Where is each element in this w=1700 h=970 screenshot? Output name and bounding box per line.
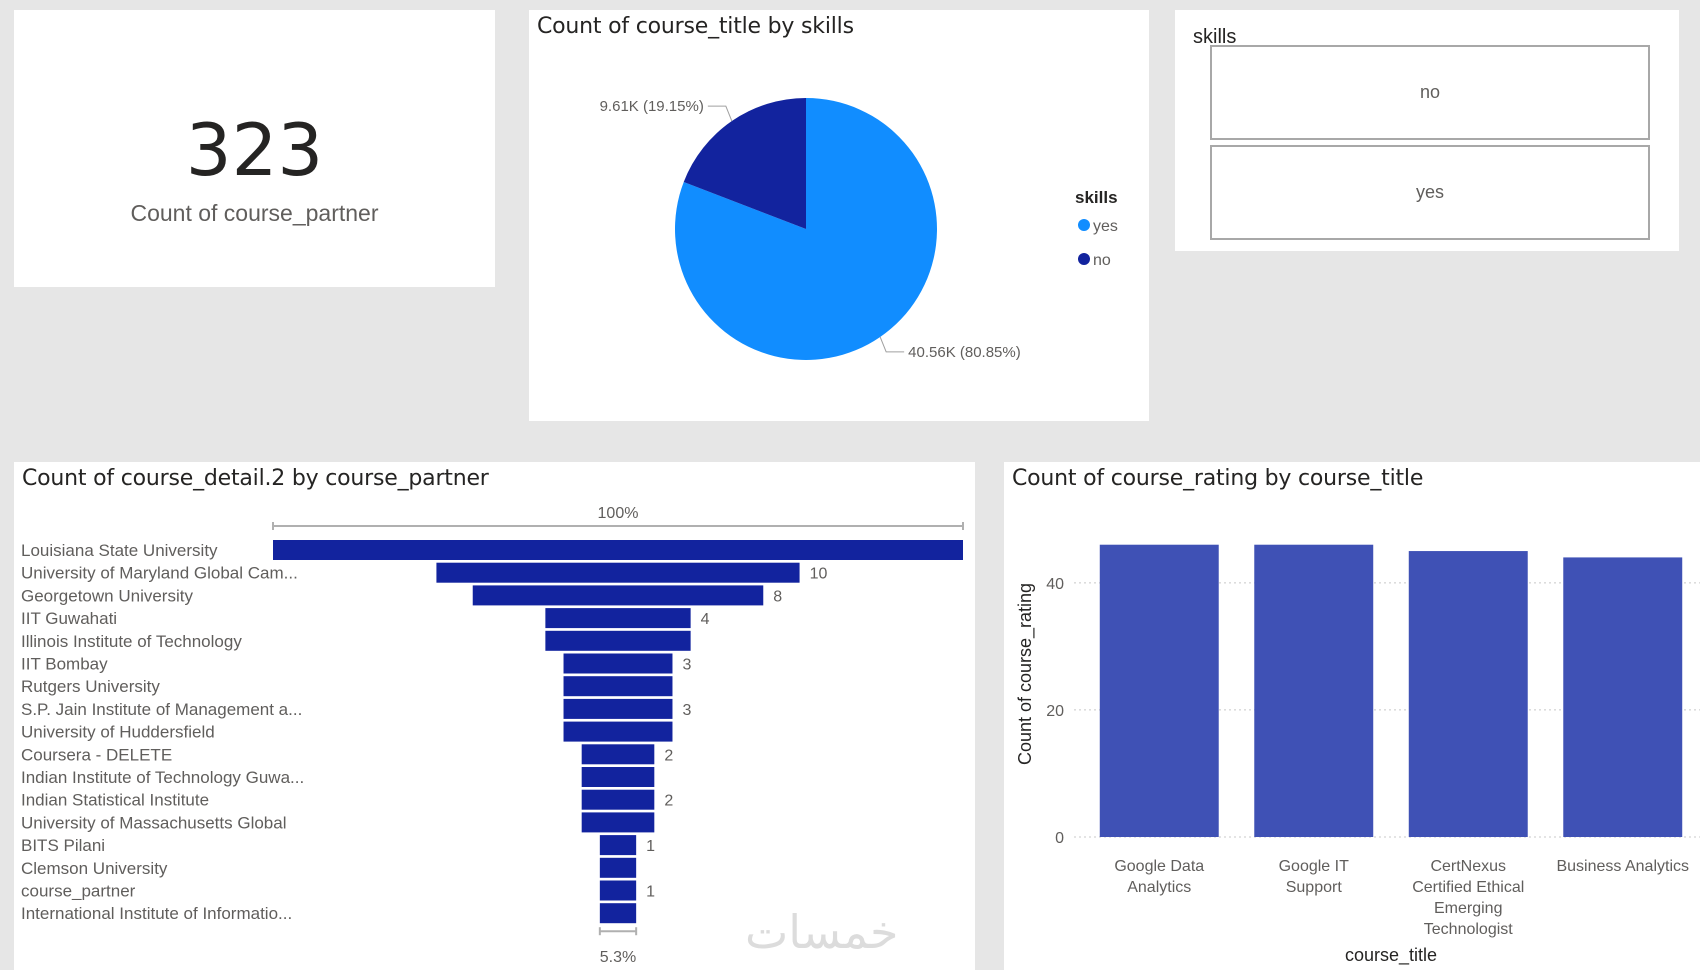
funnel-value-label: 3 [682, 702, 691, 719]
funnel-bar[interactable] [436, 562, 800, 583]
legend-label-yes[interactable]: yes [1093, 218, 1118, 235]
funnel-value-label: 4 [701, 611, 710, 628]
funnel-value-label: 1 [646, 838, 655, 855]
funnel-category-label: IIT Bombay [21, 655, 108, 674]
funnel-value-label: 10 [810, 566, 828, 583]
funnel-value-label: 2 [664, 793, 673, 810]
column-chart-card[interactable]: Count of course_rating by course_title 0… [1004, 462, 1700, 970]
column-bar[interactable] [1563, 557, 1683, 837]
pie-data-label: 9.61K (19.15%) [600, 98, 704, 115]
funnel-bar[interactable] [599, 835, 637, 856]
column-bar[interactable] [1408, 551, 1528, 837]
column-x-tick-label: CertNexus Certified Ethical Emerging Techno… [1412, 858, 1524, 938]
column-y-axis-title: Count of course_rating [1015, 583, 1036, 765]
pie-legend-title: skills [1075, 188, 1118, 207]
funnel-category-label: Georgetown University [21, 586, 193, 605]
funnel-category-label: S.P. Jain Institute of Management a... [21, 700, 302, 719]
funnel-bar[interactable] [545, 608, 691, 629]
funnel-category-label: International Institute of Informatio... [21, 904, 292, 923]
funnel-category-label: Louisiana State University [21, 541, 218, 560]
funnel-category-label: University of Massachusetts Global [21, 813, 287, 832]
legend-label-no[interactable]: no [1093, 252, 1111, 269]
funnel-bar[interactable] [599, 880, 637, 901]
pie-leader-line [879, 336, 905, 353]
column-y-tick-label: 20 [1046, 703, 1064, 720]
pie-chart-card[interactable]: Count of course_title by skills 40.56K (… [529, 10, 1149, 421]
column-chart[interactable]: 0 20 40 Google Data Analytics Google IT Suppo… [1004, 462, 1700, 970]
funnel-value-label: 3 [682, 657, 691, 674]
funnel-bar[interactable] [599, 903, 637, 924]
funnel-bar[interactable] [599, 857, 637, 878]
slicer-option-no[interactable]: no [1210, 45, 1650, 140]
pie-leader-line [707, 105, 733, 122]
pie-slice-no[interactable] [683, 98, 806, 229]
funnel-bar[interactable] [273, 540, 963, 560]
funnel-bottom-label: 5.3% [600, 949, 636, 966]
column-y-tick-label: 40 [1046, 576, 1064, 593]
funnel-bar[interactable] [581, 812, 655, 833]
funnel-bar[interactable] [472, 585, 764, 606]
funnel-top-label: 100% [598, 505, 639, 522]
funnel-bar[interactable] [563, 698, 673, 719]
kpi-label: Count of course_partner [130, 200, 379, 226]
funnel-bar[interactable] [581, 744, 655, 765]
funnel-category-label: Indian Institute of Technology Guwa... [21, 768, 304, 787]
column-bar[interactable] [1254, 544, 1374, 837]
watermark-logo: خمسات [745, 905, 899, 959]
column-bar[interactable] [1099, 544, 1219, 837]
kpi-value: 323 [185, 108, 324, 192]
funnel-bar[interactable] [563, 653, 673, 674]
column-x-tick-label: Google IT Support [1279, 858, 1349, 896]
funnel-category-label: course_partner [21, 882, 136, 901]
funnel-category-label: University of Huddersfield [21, 723, 215, 742]
funnel-value-label: 1 [646, 884, 655, 901]
funnel-category-label: BITS Pilani [21, 836, 105, 855]
legend-marker-no [1078, 253, 1090, 265]
funnel-category-label: Coursera - DELETE [21, 745, 172, 764]
skills-slicer: skills no yes [1175, 10, 1679, 251]
column-y-tick-label: 0 [1055, 830, 1064, 847]
legend-marker-yes [1078, 219, 1090, 231]
funnel-chart-title: Count of course_detail.2 by course_partn… [22, 466, 489, 491]
funnel-category-label: Indian Statistical Institute [21, 791, 209, 810]
kpi-card[interactable]: 323 Count of course_partner [14, 10, 495, 287]
slicer-option-yes[interactable]: yes [1210, 145, 1650, 240]
column-chart-title: Count of course_rating by course_title [1012, 466, 1424, 491]
funnel-value-label: 2 [664, 747, 673, 764]
column-x-tick-label: Business Analytics [1556, 858, 1689, 875]
funnel-chart-card[interactable]: Count of course_detail.2 by course_partn… [14, 462, 975, 970]
funnel-category-label: Rutgers University [21, 677, 160, 696]
funnel-bar[interactable] [563, 721, 673, 742]
column-x-axis-title: course_title [1345, 945, 1437, 966]
funnel-chart[interactable]: 100% 5.3% Louisiana State University Univ… [14, 462, 975, 970]
funnel-category-label: Clemson University [21, 859, 168, 878]
slicer-title: skills [1193, 26, 1237, 48]
pie-chart[interactable]: 40.56K (80.85%) 9.61K (19.15%) skills yes… [529, 10, 1149, 421]
funnel-bar[interactable] [581, 789, 655, 810]
funnel-bar[interactable] [581, 767, 655, 787]
funnel-value-label: 8 [773, 588, 782, 605]
column-x-tick-label: Google Data Analytics [1114, 858, 1204, 896]
funnel-category-label: IIT Guwahati [21, 609, 117, 628]
funnel-category-label: Illinois Institute of Technology [21, 632, 242, 651]
pie-data-label: 40.56K (80.85%) [908, 344, 1021, 361]
funnel-bar[interactable] [563, 676, 673, 697]
pie-chart-title: Count of course_title by skills [537, 14, 854, 39]
funnel-bar[interactable] [545, 630, 691, 651]
funnel-category-label: University of Maryland Global Cam... [21, 564, 298, 583]
